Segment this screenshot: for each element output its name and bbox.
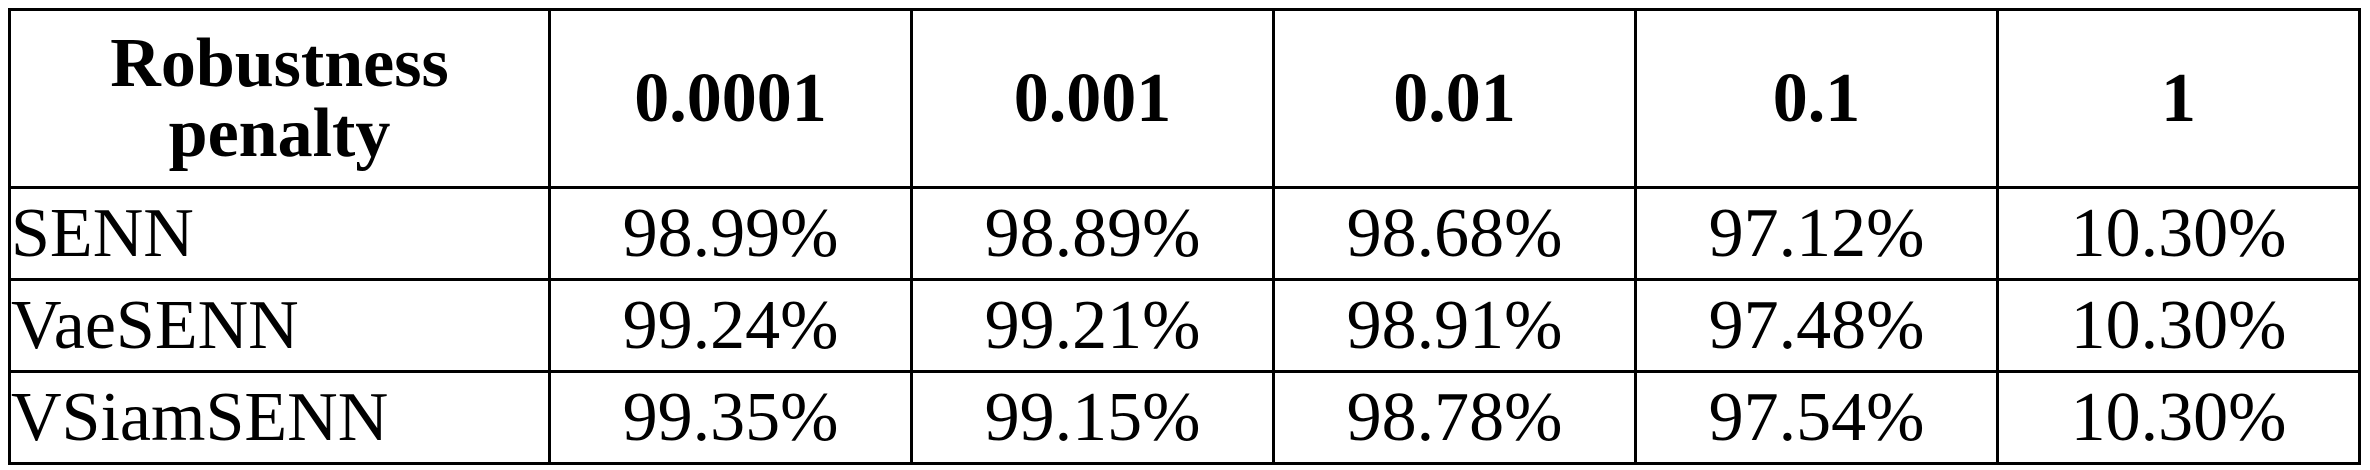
table-cell: 10.30% <box>1996 186 2361 281</box>
table-cell: 98.68% <box>1272 186 1637 281</box>
table-cell: 99.35% <box>548 370 913 465</box>
table-cell: 98.78% <box>1272 370 1637 465</box>
table-cell: 97.12% <box>1634 186 1999 281</box>
header-penalty-1: 1 <box>1996 8 2361 189</box>
header-penalty-0.001: 0.001 <box>910 8 1275 189</box>
row-label-vsiamsenn: VSiamSENN <box>8 370 551 465</box>
header-row: Robustness penalty 0.0001 0.001 0.01 0.1… <box>8 8 2361 189</box>
table-row-vsiamsenn: VSiamSENN 99.35% 99.15% 98.78% 97.54% 10… <box>8 370 2361 465</box>
table-cell: 97.54% <box>1634 370 1999 465</box>
table-cell: 99.21% <box>910 278 1275 373</box>
results-table: Robustness penalty 0.0001 0.001 0.01 0.1… <box>8 8 2361 465</box>
table-cell: 98.99% <box>548 186 913 281</box>
table-cell: 10.30% <box>1996 370 2361 465</box>
row-label-vaesenn: VaeSENN <box>8 278 551 373</box>
header-penalty-0.01: 0.01 <box>1272 8 1637 189</box>
table-cell: 97.48% <box>1634 278 1999 373</box>
table-cell: 98.89% <box>910 186 1275 281</box>
table-row-senn: SENN 98.99% 98.89% 98.68% 97.12% 10.30% <box>8 186 2361 281</box>
table-row-vaesenn: VaeSENN 99.24% 99.21% 98.91% 97.48% 10.3… <box>8 278 2361 373</box>
table-cell: 99.15% <box>910 370 1275 465</box>
header-penalty-0.1: 0.1 <box>1634 8 1999 189</box>
table-cell: 10.30% <box>1996 278 2361 373</box>
table-cell: 99.24% <box>548 278 913 373</box>
header-penalty-0.0001: 0.0001 <box>548 8 913 189</box>
row-label-senn: SENN <box>8 186 551 281</box>
header-corner-robustness-penalty: Robustness penalty <box>8 8 551 189</box>
table-cell: 98.91% <box>1272 278 1637 373</box>
